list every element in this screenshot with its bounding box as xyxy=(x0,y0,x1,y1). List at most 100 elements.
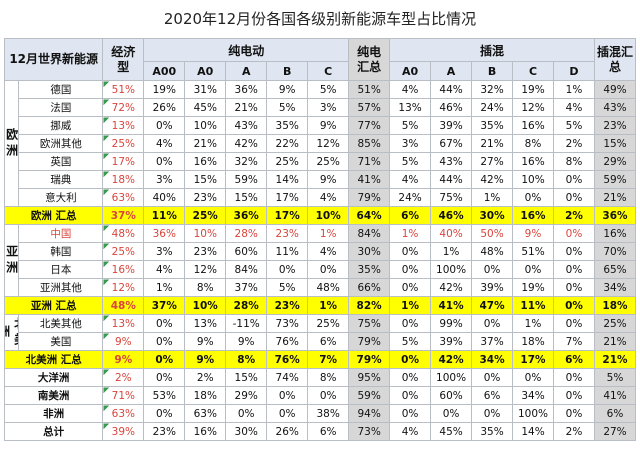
country-label: 亚洲其他 xyxy=(18,278,104,297)
bev-cell: 40% xyxy=(143,188,186,207)
bev-cell: 36% xyxy=(143,224,186,243)
bev-cell: 6% xyxy=(307,422,350,441)
economy-share-cell: 25% xyxy=(102,134,145,153)
bev-cell: 84% xyxy=(225,260,268,279)
bev-cell: 9% xyxy=(307,170,350,189)
phev-cell: 11% xyxy=(512,296,554,315)
phev-cell: 1% xyxy=(471,188,514,207)
bev-cell: 8% xyxy=(184,278,227,297)
phev-cell: 41% xyxy=(430,296,473,315)
bev-total-cell: 35% xyxy=(348,260,391,279)
country-label: 欧洲其他 xyxy=(18,134,104,153)
phev-total-cell: 25% xyxy=(593,314,637,333)
phev-total-cell: 5% xyxy=(593,368,637,387)
summary-label: 亚洲 汇总 xyxy=(3,296,104,315)
phev-class-header: A xyxy=(430,61,473,81)
phev-cell: 6% xyxy=(552,350,595,369)
bev-cell: 60% xyxy=(225,242,268,261)
phev-total-cell: 49% xyxy=(593,80,637,99)
bev-class-header: A0 xyxy=(184,61,227,81)
phev-cell: 0% xyxy=(552,188,595,207)
bev-cell: 17% xyxy=(266,188,309,207)
table-row: 亚洲 中国 48% 36% 10% 28% 23% 1% 84% 1% 40% 50% 9% 0% 16% xyxy=(3,224,637,297)
country-label: 美国 xyxy=(18,332,104,351)
bev-cell: 2% xyxy=(184,368,227,387)
phev-cell: 5% xyxy=(389,152,432,171)
bev-cell: 10% xyxy=(184,224,227,243)
bev-cell: 0% xyxy=(143,314,186,333)
bev-cell: 21% xyxy=(184,134,227,153)
bev-cell: 15% xyxy=(225,368,268,387)
phev-cell: 46% xyxy=(430,98,473,117)
economy-share-cell: 48% xyxy=(102,224,145,243)
region-label: 南美洲 xyxy=(3,386,104,405)
bev-cell: 0% xyxy=(307,260,350,279)
country-label: 瑞典 xyxy=(18,170,104,189)
phev-cell: 8% xyxy=(552,152,595,171)
bev-cell: 76% xyxy=(266,332,309,351)
phev-cell: 30% xyxy=(471,206,514,225)
phev-cell: 50% xyxy=(471,224,514,243)
bev-cell: 63% xyxy=(184,404,227,423)
phev-cell: 0% xyxy=(552,278,595,297)
phev-cell: 16% xyxy=(512,152,554,171)
phev-cell: 27% xyxy=(471,152,514,171)
phev-cell: 39% xyxy=(430,332,473,351)
phev-cell: 14% xyxy=(512,422,554,441)
table-row: 瑞典 18% 3% 15% 59% 14% 9% 41% 4% 44% 42% 10% 0% 59% xyxy=(5,170,637,189)
bev-cell: 21% xyxy=(225,98,268,117)
bev-cell: 17% xyxy=(266,206,309,225)
phev-cell: 0% xyxy=(552,260,595,279)
bev-total-cell: 59% xyxy=(348,386,391,405)
bev-cell: 4% xyxy=(307,242,350,261)
country-label: 日本 xyxy=(18,260,104,279)
bev-cell: 45% xyxy=(184,98,227,117)
country-label: 韩国 xyxy=(18,242,104,261)
phev-cell: 0% xyxy=(552,404,595,423)
bev-total-cell: 51% xyxy=(348,80,391,99)
bev-class-header: A00 xyxy=(143,61,186,81)
bev-cell: 42% xyxy=(225,134,268,153)
bev-cell: 19% xyxy=(143,80,186,99)
phev-cell: 75% xyxy=(430,188,473,207)
phev-cell: 0% xyxy=(552,368,595,387)
phev-total-cell: 41% xyxy=(593,386,637,405)
phev-cell: 0% xyxy=(389,314,432,333)
bev-cell: 8% xyxy=(307,368,350,387)
bev-cell: 30% xyxy=(225,422,268,441)
phev-cell: 39% xyxy=(430,116,473,135)
bev-cell: 0% xyxy=(143,116,186,135)
phev-cell: 51% xyxy=(512,242,554,261)
phev-cell: 2% xyxy=(552,206,595,225)
phev-total-cell: 6% xyxy=(593,404,637,423)
phev-cell: 34% xyxy=(471,350,514,369)
phev-cell: 100% xyxy=(430,368,473,387)
bev-cell: 10% xyxy=(184,116,227,135)
bev-total-cell: 77% xyxy=(348,116,391,135)
economy-share-cell: 48% xyxy=(102,296,145,315)
country-label: 北美其他 xyxy=(18,314,104,333)
phev-cell: 42% xyxy=(430,350,473,369)
table-row: 日本 16% 4% 12% 84% 0% 0% 35% 0% 100% 0% 0% 0% 65% xyxy=(5,260,637,279)
phev-cell: 12% xyxy=(512,98,554,117)
bev-cell: 23% xyxy=(184,242,227,261)
phev-cell: 0% xyxy=(389,386,432,405)
phev-total-cell: 70% xyxy=(593,242,637,261)
bev-cell: 1% xyxy=(307,224,350,243)
economy-share-cell: 13% xyxy=(102,314,145,333)
phev-cell: 0% xyxy=(430,404,473,423)
phev-cell: 46% xyxy=(430,206,473,225)
phev-total-cell: 29% xyxy=(593,152,637,171)
phev-total-cell: 16% xyxy=(593,224,637,243)
phev-total-cell: 43% xyxy=(593,98,637,117)
bev-cell: 31% xyxy=(184,80,227,99)
phev-total-cell: 21% xyxy=(593,332,637,351)
phev-cell: 40% xyxy=(430,224,473,243)
bev-cell: 0% xyxy=(266,386,309,405)
summary-label: 欧洲 汇总 xyxy=(3,206,104,225)
phev-cell: 1% xyxy=(389,296,432,315)
phev-total-cell: 18% xyxy=(593,296,637,315)
phev-cell: 1% xyxy=(552,80,595,99)
total-label: 总计 xyxy=(3,422,104,441)
bev-cell: 16% xyxy=(184,152,227,171)
